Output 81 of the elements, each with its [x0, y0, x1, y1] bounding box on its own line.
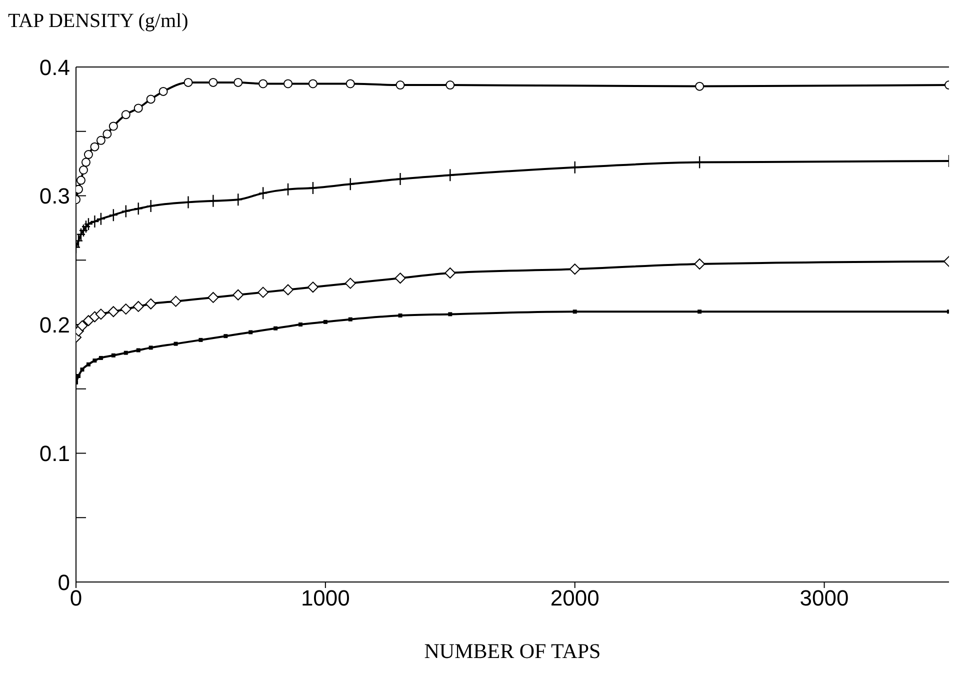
point: [308, 79, 318, 88]
point: [308, 181, 318, 195]
point: [136, 348, 140, 352]
point: [108, 208, 118, 222]
y-tick-label: 0: [58, 570, 70, 595]
point: [86, 362, 90, 366]
point: [80, 368, 84, 372]
point: [348, 317, 352, 322]
point: [170, 296, 182, 307]
point: [274, 326, 278, 330]
point: [76, 320, 88, 332]
point: [134, 202, 143, 216]
y-tick-label: 0.2: [39, 312, 70, 338]
point: [76, 374, 80, 378]
point: [284, 79, 293, 88]
y-tick-label: 0.3: [39, 184, 70, 209]
point: [346, 79, 355, 88]
point: [394, 272, 406, 284]
x-tick-label: 1000: [300, 586, 350, 611]
point: [695, 82, 704, 91]
point: [698, 310, 702, 314]
point: [569, 264, 580, 275]
point: [121, 204, 130, 218]
point: [146, 94, 156, 104]
point: [76, 176, 86, 185]
point: [81, 220, 91, 234]
point: [90, 142, 100, 152]
point: [208, 78, 218, 87]
point: [108, 306, 119, 318]
point: [396, 80, 405, 90]
point: [84, 217, 94, 231]
point: [248, 330, 253, 334]
point: [108, 122, 118, 131]
point: [84, 150, 93, 160]
x-tick-label: 2000: [550, 586, 600, 611]
point: [398, 313, 402, 318]
point: [120, 304, 132, 315]
point: [102, 129, 112, 138]
point: [446, 80, 455, 90]
point: [148, 346, 153, 350]
point: [282, 284, 294, 296]
point: [323, 320, 328, 324]
point: [232, 289, 244, 300]
point: [121, 110, 130, 120]
point: [258, 286, 269, 298]
point: [111, 353, 116, 358]
point: [572, 310, 577, 314]
point: [158, 86, 168, 96]
point: [448, 312, 452, 316]
point: [198, 338, 203, 342]
point: [444, 268, 456, 278]
y-axis-title: TAP DENSITY (g/ml): [8, 10, 188, 33]
point: [258, 186, 268, 200]
point: [132, 300, 144, 312]
point: [184, 78, 193, 87]
point: [92, 358, 97, 363]
point: [78, 224, 88, 238]
point: [344, 278, 356, 289]
point: [124, 350, 128, 355]
point: [98, 356, 103, 360]
point: [145, 298, 156, 310]
x-tick-label: 3000: [800, 586, 849, 611]
point: [234, 78, 243, 87]
point: [76, 228, 86, 241]
point: [82, 315, 94, 326]
point: [694, 258, 706, 270]
point: [174, 342, 178, 346]
point: [95, 308, 106, 320]
point: [298, 322, 302, 326]
point: [134, 104, 143, 113]
point: [96, 212, 106, 226]
y-tick-label: 0.1: [39, 441, 70, 466]
point: [224, 334, 228, 338]
point: [307, 282, 318, 293]
point: [96, 136, 106, 145]
point: [78, 166, 88, 174]
y-tick-label: 0.4: [39, 54, 70, 80]
point: [208, 292, 219, 303]
point: [258, 79, 268, 88]
point: [81, 158, 90, 167]
x-axis-title: NUMBER OF TAPS: [424, 639, 601, 663]
